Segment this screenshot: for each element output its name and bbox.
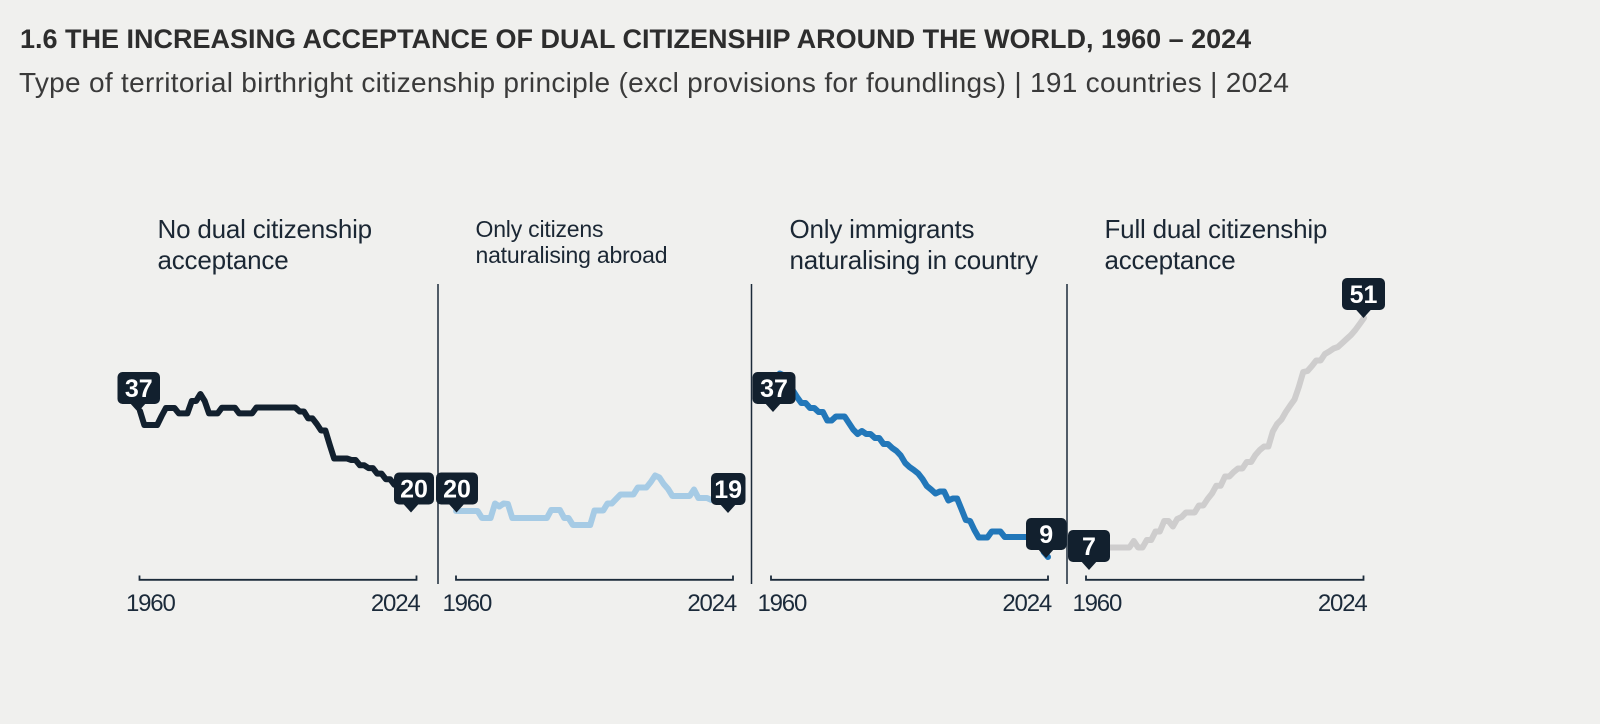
svg-text:Full dual citizenship: Full dual citizenship (1105, 214, 1328, 244)
svg-text:2024: 2024 (1318, 590, 1367, 617)
svg-text:Type of territorial birthright: Type of territorial birthright citizensh… (19, 67, 1289, 98)
svg-text:acceptance: acceptance (1105, 245, 1236, 275)
svg-text:7: 7 (1082, 533, 1096, 561)
svg-text:20: 20 (443, 476, 471, 504)
svg-text:20: 20 (400, 476, 428, 504)
svg-text:naturalising abroad: naturalising abroad (476, 242, 668, 268)
svg-text:1960: 1960 (443, 590, 492, 617)
svg-text:1960: 1960 (1073, 590, 1122, 617)
svg-text:1.6 THE INCREASING ACCEPTANCE: 1.6 THE INCREASING ACCEPTANCE OF DUAL CI… (20, 24, 1251, 54)
svg-text:Only immigrants: Only immigrants (790, 214, 975, 244)
svg-text:naturalising in country: naturalising in country (790, 245, 1039, 275)
svg-text:1960: 1960 (758, 590, 807, 617)
svg-text:acceptance: acceptance (158, 245, 289, 275)
svg-text:2024: 2024 (687, 590, 736, 617)
svg-text:2024: 2024 (371, 590, 420, 617)
svg-text:37: 37 (760, 375, 788, 403)
svg-text:37: 37 (125, 375, 153, 403)
svg-text:2024: 2024 (1002, 590, 1051, 617)
svg-text:51: 51 (1350, 281, 1378, 309)
svg-text:9: 9 (1039, 521, 1053, 549)
svg-text:Only citizens: Only citizens (476, 216, 604, 242)
svg-text:No dual citizenship: No dual citizenship (158, 214, 372, 244)
svg-text:1960: 1960 (126, 590, 175, 617)
svg-text:19: 19 (714, 476, 742, 504)
